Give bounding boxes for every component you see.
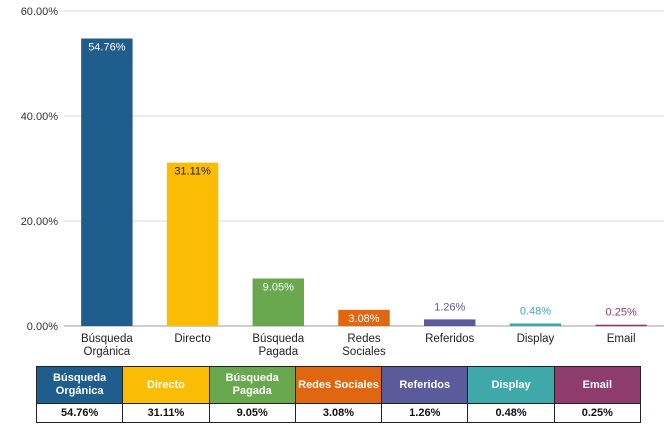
bar bbox=[595, 324, 647, 327]
gridlines bbox=[64, 10, 664, 327]
bar-value-label: 0.48% bbox=[520, 305, 551, 317]
x-tick-label: Pagada bbox=[258, 346, 298, 358]
y-tick-label: 0.00% bbox=[27, 321, 58, 333]
bar bbox=[509, 323, 562, 326]
bar bbox=[166, 162, 219, 326]
bar-value-label: 54.76% bbox=[88, 42, 126, 54]
x-tick-label: Email bbox=[607, 333, 636, 345]
data-table: Búsqueda Orgánica Directo Búsqueda Pagada Red… bbox=[35, 366, 642, 423]
table-value-cell: 54.76% bbox=[35, 403, 124, 423]
table-header-cell: Email bbox=[553, 366, 642, 404]
bar-value-label: 3.08% bbox=[348, 313, 379, 325]
table-values-row: 54.76% 31.11% 9.05% 3.08% 1.26% 0.48% 0.25% bbox=[35, 403, 642, 423]
bar bbox=[424, 319, 476, 326]
bar-value-label: 1.26% bbox=[434, 301, 465, 313]
table-header-cell: Redes Sociales bbox=[294, 366, 383, 404]
x-tick-label: Orgánica bbox=[84, 346, 131, 358]
table-value-cell: 0.48% bbox=[467, 403, 555, 423]
y-tick-label: 20.00% bbox=[21, 216, 59, 228]
table-header-cell: Referidos bbox=[381, 366, 469, 404]
bar bbox=[252, 278, 304, 326]
table-value-cell: 31.11% bbox=[122, 403, 210, 423]
bar-chart: 0.00% 20.00% 40.00% 60.00% 54.76% 31.11% 9.05… bbox=[21, 6, 664, 358]
table-value-cell: 9.05% bbox=[208, 403, 296, 423]
y-tick-label: 40.00% bbox=[21, 111, 59, 123]
table-header-cell: Directo bbox=[122, 366, 210, 404]
table-header-cell: Display bbox=[467, 366, 555, 404]
table-header-cell: Búsqueda Pagada bbox=[208, 366, 296, 404]
table-header-cell: Búsqueda Orgánica bbox=[35, 366, 124, 404]
x-tick-label: Redes bbox=[347, 333, 380, 345]
y-tick-label: 60.00% bbox=[21, 6, 59, 18]
bar-value-labels: 54.76% 31.11% 9.05% 3.08% 1.26% 0.48% 0.25% bbox=[88, 42, 637, 325]
x-tick-label: Sociales bbox=[342, 346, 386, 358]
x-tick-label: Búsqueda bbox=[81, 333, 133, 345]
bar-value-label: 31.11% bbox=[174, 166, 211, 178]
x-tick-label: Display bbox=[517, 333, 555, 345]
table-header-row: Búsqueda Orgánica Directo Búsqueda Pagada Red… bbox=[35, 366, 642, 404]
bar-value-label: 9.05% bbox=[263, 281, 294, 293]
y-axis-ticks: 0.00% 20.00% 40.00% 60.00% bbox=[21, 6, 59, 333]
x-tick-label: Búsqueda bbox=[252, 333, 304, 345]
x-tick-label: Referidos bbox=[425, 333, 474, 345]
bar bbox=[81, 38, 133, 326]
table-value-cell: 3.08% bbox=[294, 403, 383, 423]
table-value-cell: 1.26% bbox=[381, 403, 469, 423]
x-tick-label: Directo bbox=[174, 333, 210, 345]
table-value-cell: 0.25% bbox=[553, 403, 642, 423]
bars bbox=[81, 38, 647, 327]
bar bbox=[338, 309, 390, 326]
bar-value-label: 0.25% bbox=[606, 307, 637, 319]
